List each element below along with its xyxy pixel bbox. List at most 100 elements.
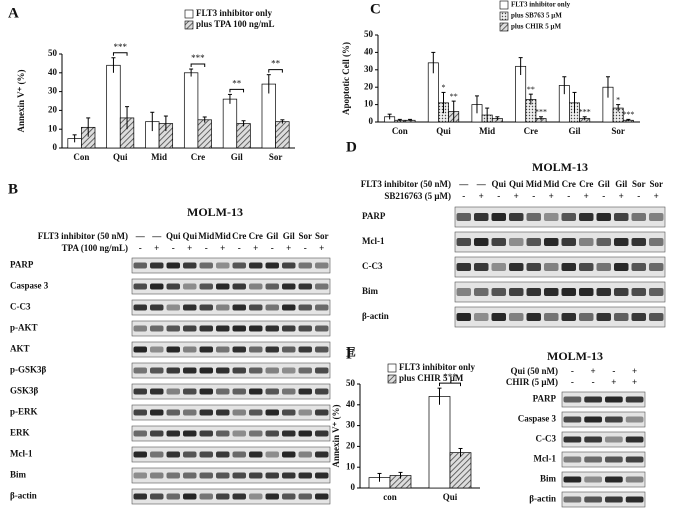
legend-label: FLT3 inhibitor only — [511, 1, 571, 9]
lane-label: Qui — [166, 231, 181, 241]
lane-label: - — [571, 366, 574, 376]
significance: *** — [579, 108, 591, 117]
lane-label: Qui — [182, 231, 197, 241]
significance: *** — [622, 110, 634, 119]
band — [232, 493, 246, 500]
x-tick-label: Mid — [479, 126, 495, 136]
lane-label: - — [172, 243, 175, 253]
panel-label: B — [8, 181, 18, 197]
band — [199, 325, 213, 332]
panel-label: C — [370, 1, 381, 17]
lane-label: Qui — [491, 179, 506, 189]
band — [563, 456, 582, 463]
bar — [222, 98, 238, 149]
lane-label: Cre — [249, 231, 263, 241]
band — [265, 472, 279, 479]
band — [315, 430, 329, 437]
band — [249, 430, 263, 437]
band — [183, 472, 197, 479]
legend-label: plus TPA 100 ng/mL — [196, 19, 274, 29]
band — [561, 263, 576, 271]
y-tick-label: 0 — [351, 482, 356, 492]
protein-label: PARP — [533, 394, 557, 404]
blot-strip — [454, 231, 666, 253]
band — [563, 476, 582, 483]
x-tick-label: Sor — [269, 152, 283, 162]
band — [631, 238, 646, 246]
blot-strip — [454, 281, 666, 303]
band — [166, 304, 180, 311]
band — [526, 238, 541, 246]
band — [232, 451, 246, 458]
lane-label: + — [591, 366, 596, 376]
band — [150, 493, 164, 500]
lane-label: — — [476, 179, 487, 189]
y-tick-label: 30 — [346, 420, 356, 430]
band — [265, 409, 279, 416]
legend-swatch — [184, 20, 194, 30]
band — [456, 313, 471, 321]
condition-label: Qui (50 nM) — [510, 366, 558, 376]
blot-strip — [131, 467, 331, 484]
band — [561, 313, 576, 321]
band — [249, 367, 263, 374]
blot-strip — [131, 320, 331, 337]
lane-label: Cre — [232, 231, 246, 241]
band — [298, 367, 312, 374]
band — [183, 283, 197, 290]
band — [625, 416, 644, 423]
band — [265, 451, 279, 458]
band — [474, 313, 489, 321]
blot-strip — [561, 491, 646, 508]
panel-label: F — [346, 346, 355, 362]
band — [183, 388, 197, 395]
y-tick-label: 40 — [364, 46, 374, 56]
band — [456, 213, 471, 221]
band — [315, 262, 329, 269]
band — [596, 313, 611, 321]
blot-strip — [131, 299, 331, 316]
blot-strip — [131, 341, 331, 358]
band — [232, 262, 246, 269]
blot-strip — [131, 404, 331, 421]
protein-label: p-GSK3β — [10, 365, 47, 375]
band — [315, 367, 329, 374]
significance: * — [616, 95, 620, 104]
band — [625, 496, 644, 503]
band — [596, 263, 611, 271]
blot-title: MOLM-13 — [547, 349, 603, 363]
condition-label: SB216763 (5 μM) — [384, 191, 451, 201]
band — [298, 430, 312, 437]
lane-label: — — [151, 231, 162, 241]
band — [625, 396, 644, 403]
band — [315, 283, 329, 290]
band — [199, 430, 213, 437]
band — [605, 416, 623, 423]
band — [282, 304, 296, 311]
blot-title: MOLM-13 — [187, 205, 243, 219]
band — [282, 493, 296, 500]
condition-label: CHIR (5 μM) — [506, 377, 558, 387]
band — [183, 325, 197, 332]
protein-label: p-AKT — [10, 323, 38, 333]
band — [315, 472, 329, 479]
blot-strip — [561, 411, 646, 428]
band — [166, 472, 180, 479]
band — [199, 304, 213, 311]
band — [315, 493, 329, 500]
band — [183, 367, 197, 374]
band — [133, 367, 147, 374]
band — [605, 496, 623, 503]
band — [282, 472, 296, 479]
band — [232, 409, 246, 416]
band — [166, 493, 180, 500]
band — [133, 472, 147, 479]
bar — [106, 64, 121, 149]
band — [133, 325, 147, 332]
panel-label: E — [346, 344, 356, 360]
y-tick-label: 50 — [48, 48, 58, 58]
protein-label: Mcl-1 — [10, 449, 33, 459]
significance: *** — [114, 42, 128, 52]
bar — [197, 119, 212, 149]
band — [456, 263, 471, 271]
